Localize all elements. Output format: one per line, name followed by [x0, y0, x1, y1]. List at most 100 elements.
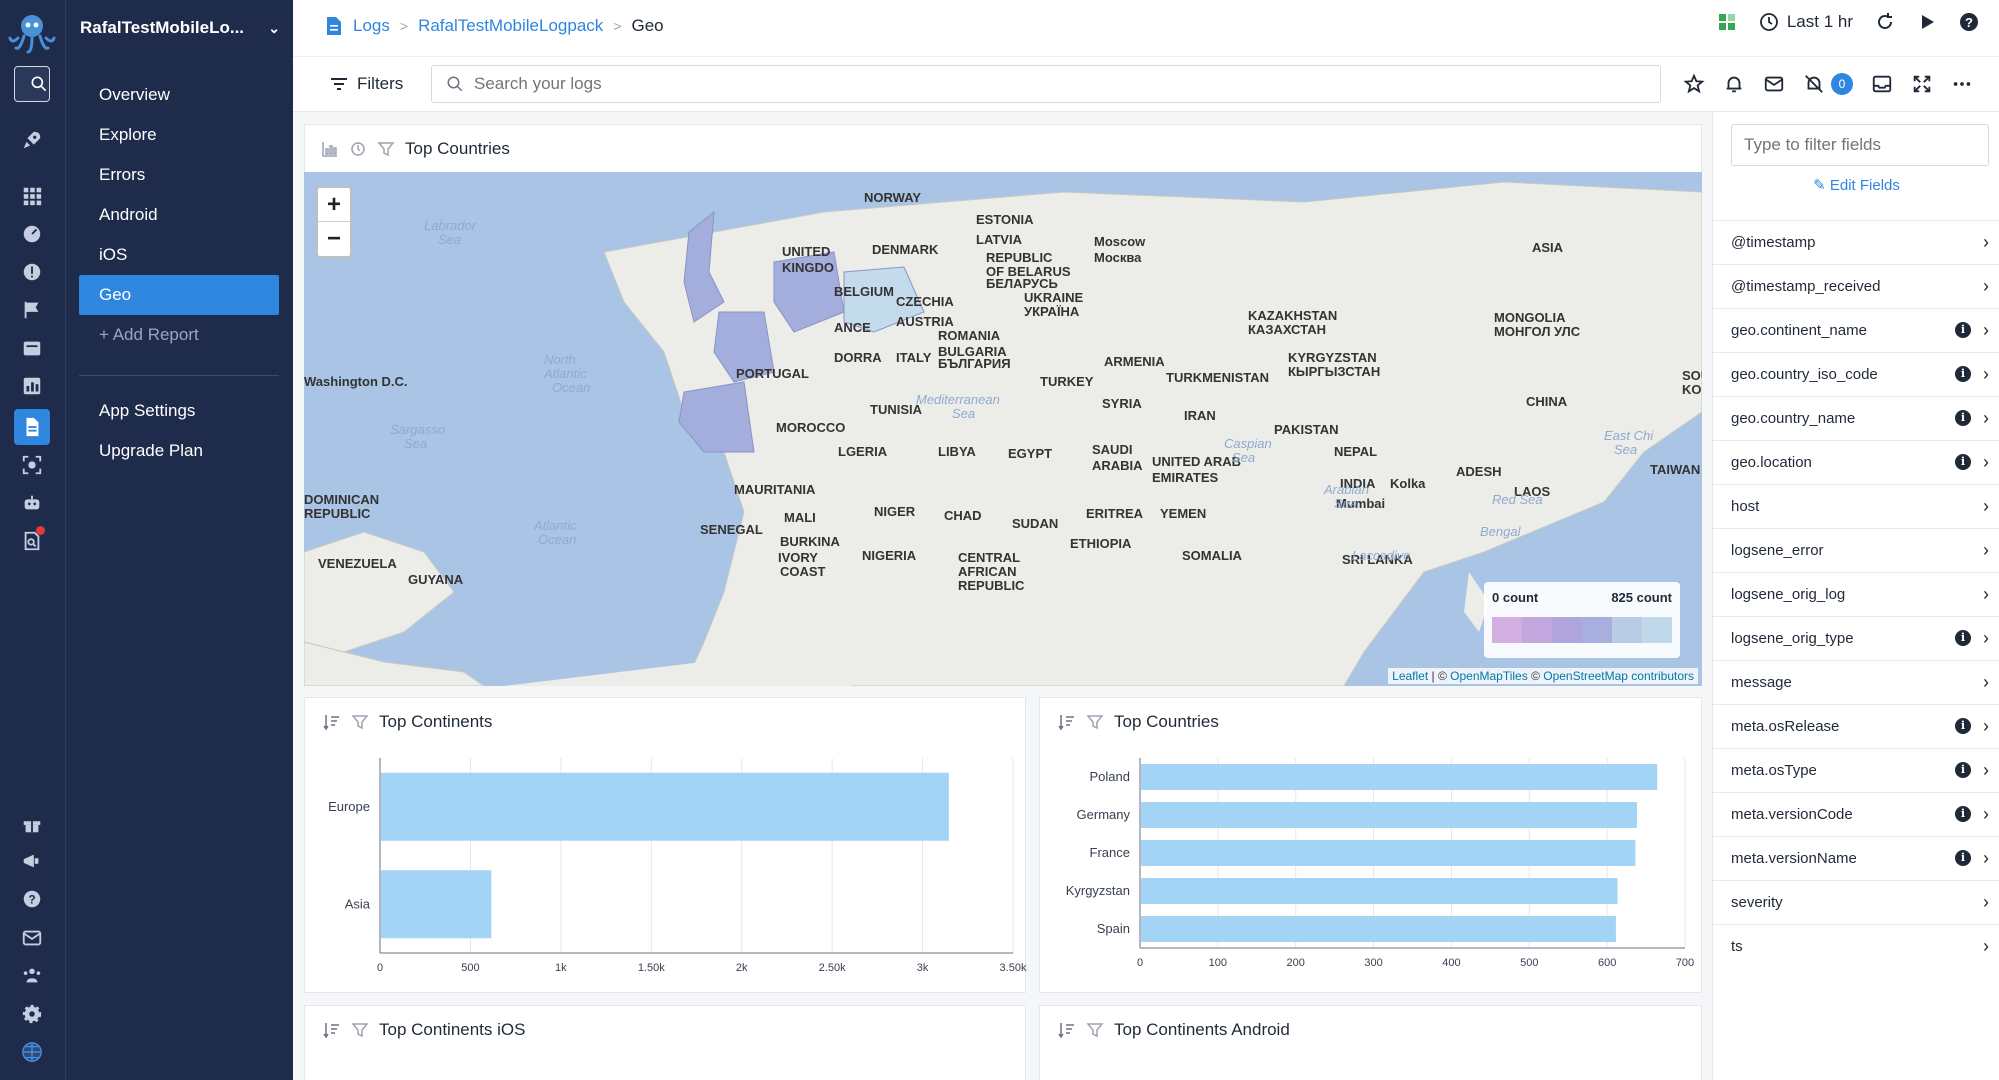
globe-avatar-icon[interactable]: [14, 1034, 50, 1070]
bar[interactable]: [381, 870, 492, 939]
filter-funnel-icon[interactable]: [1086, 1021, 1104, 1039]
nav-item-app-settings[interactable]: App Settings: [99, 401, 196, 420]
star-icon[interactable]: [1683, 73, 1705, 95]
help-circle-icon[interactable]: ?: [14, 881, 50, 917]
bar[interactable]: [1141, 802, 1637, 828]
top-countries-chart[interactable]: 0 100 200 300 400 500 600 700 Poland Germany Franc…: [1040, 698, 1703, 994]
mail-icon[interactable]: [14, 920, 50, 956]
zoom-out-button[interactable]: −: [326, 225, 341, 252]
leaflet-link[interactable]: Leaflet: [1392, 669, 1429, 683]
apps-colorful-icon[interactable]: [1717, 12, 1737, 32]
field-row[interactable]: geo.country_name i ›: [1731, 396, 1989, 440]
field-row[interactable]: @timestamp_received ›: [1731, 264, 1989, 308]
megaphone-icon[interactable]: [14, 843, 50, 879]
field-row[interactable]: meta.versionCode i ›: [1731, 792, 1989, 836]
edit-fields-button[interactable]: ✎ Edit Fields: [1713, 176, 1999, 194]
field-row[interactable]: geo.location i ›: [1731, 440, 1989, 484]
field-filter-input[interactable]: [1731, 124, 1989, 166]
info-icon[interactable]: i: [1955, 850, 1971, 866]
robot-icon[interactable]: [14, 485, 50, 521]
inbox-icon[interactable]: [14, 330, 50, 366]
nav-item-upgrade-plan[interactable]: Upgrade Plan: [99, 441, 203, 460]
search-icon[interactable]: [14, 66, 50, 102]
scan-icon[interactable]: [14, 447, 50, 483]
alert-icon[interactable]: [14, 254, 50, 290]
sort-icon[interactable]: [1058, 713, 1076, 731]
search-input[interactable]: [474, 74, 1624, 94]
field-row[interactable]: meta.versionName i ›: [1731, 836, 1989, 880]
bell-off-icon[interactable]: [1803, 73, 1825, 95]
breadcrumb-logs[interactable]: Logs: [353, 16, 390, 35]
refresh-icon[interactable]: [1875, 12, 1895, 32]
info-icon[interactable]: i: [1955, 806, 1971, 822]
more-dots-icon[interactable]: [1951, 73, 1973, 95]
bar[interactable]: [1141, 840, 1636, 866]
nav-item-geo[interactable]: Geo: [79, 275, 279, 315]
sort-icon[interactable]: [323, 1021, 341, 1039]
field-row[interactable]: geo.continent_name i ›: [1731, 308, 1989, 352]
bar[interactable]: [381, 772, 949, 841]
field-row[interactable]: logsene_orig_log ›: [1731, 572, 1989, 616]
field-row[interactable]: logsene_orig_type i ›: [1731, 616, 1989, 660]
inbox-tray-icon[interactable]: [1871, 73, 1893, 95]
history-icon[interactable]: [349, 140, 367, 158]
time-range-picker[interactable]: Last 1 hr: [1759, 12, 1853, 32]
info-icon[interactable]: i: [1955, 410, 1971, 426]
fullscreen-icon[interactable]: [1911, 73, 1933, 95]
field-row[interactable]: ts ›: [1731, 924, 1989, 968]
field-row[interactable]: meta.osType i ›: [1731, 748, 1989, 792]
filter-funnel-icon[interactable]: [1086, 713, 1104, 731]
bar-chart-icon[interactable]: [14, 368, 50, 404]
dashboard-gauge-icon[interactable]: [14, 216, 50, 252]
field-row[interactable]: host ›: [1731, 484, 1989, 528]
nav-item-explore[interactable]: Explore: [99, 125, 157, 144]
filters-button[interactable]: Filters: [331, 74, 403, 94]
field-row[interactable]: geo.country_iso_code i ›: [1731, 352, 1989, 396]
bar[interactable]: [1141, 764, 1658, 790]
logs-document-icon[interactable]: [14, 409, 50, 445]
help-icon[interactable]: ?: [1959, 12, 1979, 32]
chart-type-icon[interactable]: [321, 140, 339, 158]
top-continents-chart[interactable]: 0 500 1k 1.50k 2k 2.50k 3k 3.50k Europe Asia: [305, 698, 1027, 994]
info-icon[interactable]: i: [1955, 454, 1971, 470]
bar[interactable]: [1141, 878, 1618, 904]
info-icon[interactable]: i: [1955, 366, 1971, 382]
field-row[interactable]: @timestamp ›: [1731, 220, 1989, 264]
rocket-icon[interactable]: [14, 122, 50, 158]
field-row[interactable]: meta.osRelease i ›: [1731, 704, 1989, 748]
filter-funnel-icon[interactable]: [377, 140, 395, 158]
breadcrumb-app[interactable]: RafalTestMobileLogpack: [418, 16, 604, 35]
mail-icon[interactable]: [1763, 73, 1785, 95]
field-row[interactable]: logsene_error ›: [1731, 528, 1989, 572]
filter-funnel-icon[interactable]: [351, 1021, 369, 1039]
search-document-icon[interactable]: [14, 523, 50, 559]
nav-item-errors[interactable]: Errors: [99, 165, 146, 184]
add-report-button[interactable]: + Add Report: [79, 315, 279, 355]
nav-item-android[interactable]: Android: [99, 205, 158, 224]
nav-item-overview[interactable]: Overview: [99, 85, 170, 104]
info-icon[interactable]: i: [1955, 762, 1971, 778]
apps-grid-icon[interactable]: [14, 178, 50, 214]
settings-gear-icon[interactable]: [14, 996, 50, 1032]
bell-plus-icon[interactable]: [1723, 73, 1745, 95]
openstreetmap-link[interactable]: OpenStreetMap contributors: [1543, 669, 1694, 683]
info-icon[interactable]: i: [1955, 630, 1971, 646]
flag-icon[interactable]: [14, 292, 50, 328]
sort-icon[interactable]: [1058, 1021, 1076, 1039]
info-icon[interactable]: i: [1955, 718, 1971, 734]
team-icon[interactable]: [14, 957, 50, 993]
field-row[interactable]: severity ›: [1731, 880, 1989, 924]
app-switcher[interactable]: RafalTestMobileLo... ⌄: [80, 18, 280, 38]
octopus-logo-icon[interactable]: [6, 8, 58, 56]
sort-icon[interactable]: [323, 713, 341, 731]
zoom-in-button[interactable]: +: [318, 188, 350, 222]
info-icon[interactable]: i: [1955, 322, 1971, 338]
bar[interactable]: [1141, 916, 1616, 942]
geo-map[interactable]: + − NORWAY ESTONIA LATVIA UNITED KINGDO DENMA…: [304, 172, 1702, 686]
nav-item-ios[interactable]: iOS: [99, 245, 128, 264]
field-row[interactable]: message ›: [1731, 660, 1989, 704]
filter-funnel-icon[interactable]: [351, 713, 369, 731]
play-icon[interactable]: [1917, 12, 1937, 32]
gift-icon[interactable]: [14, 806, 50, 842]
openmaptiles-link[interactable]: OpenMapTiles: [1450, 669, 1528, 683]
